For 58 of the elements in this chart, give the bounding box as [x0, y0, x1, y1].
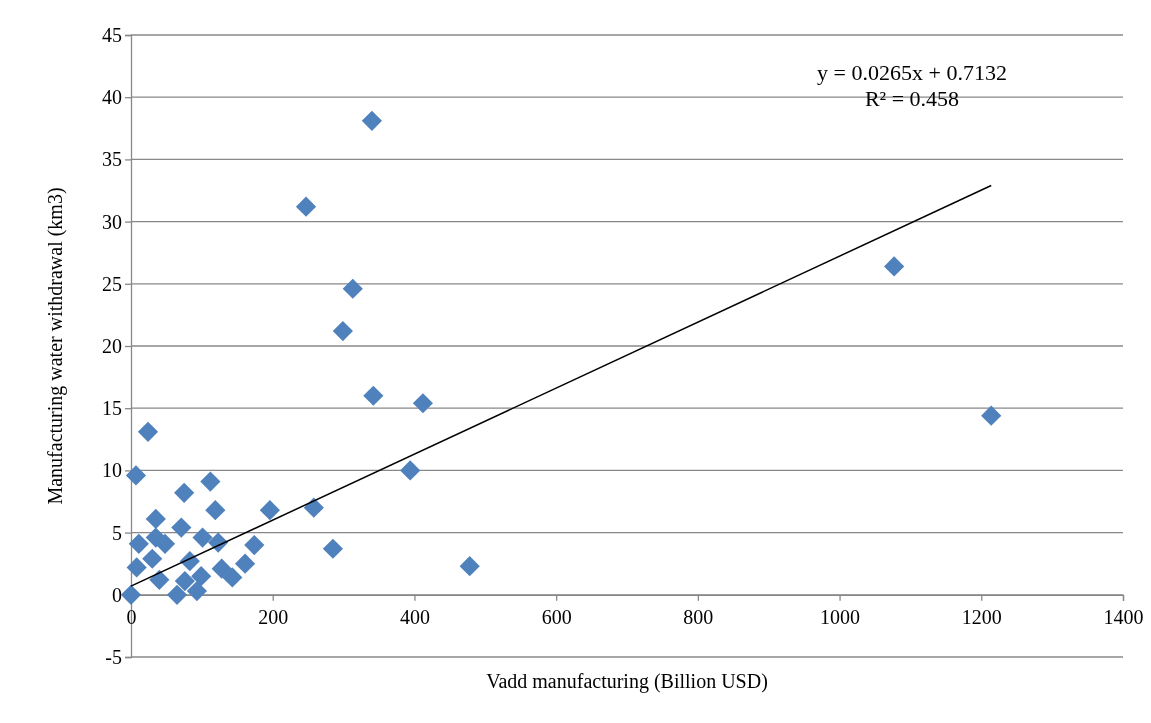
- point: [205, 500, 226, 521]
- point: [259, 500, 280, 521]
- x-axis-title: Vadd manufacturing (Billion USD): [486, 670, 768, 693]
- point: [142, 548, 163, 569]
- point: [412, 393, 434, 414]
- y-tick-label: 15: [102, 397, 122, 420]
- point: [166, 584, 188, 605]
- point: [361, 110, 383, 131]
- point: [234, 553, 256, 574]
- point: [186, 580, 207, 602]
- y-tick-label: 20: [102, 334, 122, 357]
- x-tick-label: 1400: [1103, 605, 1144, 628]
- y-tick-label: 30: [102, 210, 122, 233]
- point: [211, 558, 232, 579]
- x-tick-label: 600: [541, 605, 572, 628]
- point: [884, 256, 905, 277]
- y-tick-label: 10: [102, 459, 122, 482]
- x-tick-label: 1000: [820, 605, 861, 628]
- y-axis-title: Manufacturing water withdrawal (km3): [44, 187, 67, 505]
- y-tick-label: 45: [102, 23, 122, 46]
- point: [192, 527, 213, 548]
- point: [126, 557, 147, 578]
- annotation: y = 0.0265x + 0.7132: [817, 60, 1007, 85]
- y-tick-label: 25: [102, 272, 122, 295]
- point: [120, 584, 142, 605]
- point: [342, 278, 363, 299]
- point: [154, 533, 176, 554]
- point: [363, 385, 384, 406]
- point: [171, 517, 192, 538]
- point: [295, 196, 317, 217]
- point: [137, 421, 159, 442]
- point: [200, 471, 221, 492]
- y-tick-label: 0: [112, 583, 122, 606]
- point: [174, 571, 195, 592]
- point: [222, 567, 243, 588]
- x-tick-label: 400: [399, 605, 430, 628]
- point: [125, 465, 147, 486]
- point: [332, 320, 353, 342]
- annotation: R² = 0.458: [864, 86, 960, 111]
- point: [322, 538, 344, 559]
- point: [128, 533, 149, 554]
- point: [459, 556, 480, 577]
- x-tick-label: 1200: [961, 605, 1002, 628]
- x-tick-label: 800: [683, 605, 714, 628]
- point: [400, 460, 421, 481]
- point: [981, 405, 1002, 426]
- point: [174, 482, 195, 503]
- y-tick-label: -5: [105, 645, 122, 668]
- point: [145, 508, 166, 530]
- point: [244, 534, 265, 556]
- y-tick-label: 35: [102, 148, 122, 171]
- point: [303, 497, 324, 518]
- y-tick-label: 40: [102, 86, 122, 109]
- x-tick-label: 0: [126, 605, 137, 628]
- point: [149, 569, 170, 590]
- x-tick-label: 200: [258, 605, 289, 628]
- point: [191, 566, 212, 587]
- y-tick-label: 5: [112, 521, 122, 544]
